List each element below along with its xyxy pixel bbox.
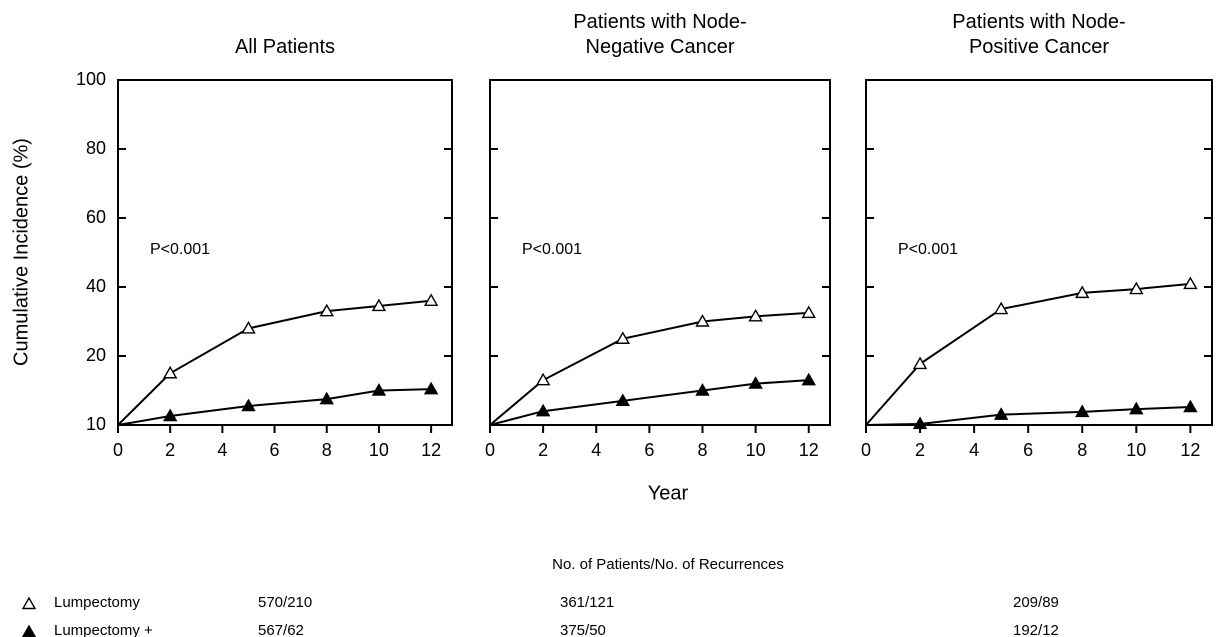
y-tick-label: 40 [86,276,106,296]
table-cell: 192/12 [1013,622,1059,637]
data-point [1075,285,1090,299]
y-tick-label: 20 [86,345,106,365]
y-axis-label: Cumulative Incidence (%) [10,138,32,366]
data-point [535,372,551,386]
y-tick-label: 80 [86,138,106,158]
data-point [1183,276,1198,290]
x-tick-label: 10 [746,440,766,460]
table-title: No. of Patients/No. of Recurrences [552,556,784,573]
annotation: P<0.001 [898,241,958,258]
data-point [993,407,1009,420]
x-tick-label: 12 [1180,440,1200,460]
x-tick-label: 6 [1023,440,1033,460]
x-tick-label: 2 [165,440,175,460]
data-point [695,314,710,327]
x-tick-label: 4 [969,440,979,460]
data-point [615,331,631,344]
table-cell: 375/50 [560,622,606,637]
x-tick-label: 6 [644,440,654,460]
x-tick-label: 2 [915,440,925,460]
x-tick-label: 8 [322,440,332,460]
annotation: P<0.001 [522,241,582,258]
data-point [615,393,631,407]
table-cell: 570/210 [258,594,313,611]
y-tick-label: 10 [86,414,106,434]
table-cell: 567/62 [258,622,304,637]
data-point [319,391,334,405]
table-cell: 209/89 [1013,594,1059,611]
data-point [748,376,763,389]
y-tick-label: 60 [86,207,106,227]
x-tick-label: 0 [113,440,123,460]
x-tick-label: 8 [1077,440,1087,460]
data-point [535,403,551,417]
x-tick-label: 0 [861,440,871,460]
series-line [489,379,809,426]
data-point [241,398,256,412]
data-point [695,383,710,396]
data-point [241,320,256,334]
data-point [423,293,439,306]
series-line [489,311,809,426]
annotation: P<0.001 [150,241,210,258]
x-tick-label: 12 [799,440,819,460]
data-point [319,303,334,317]
data-point [162,408,178,422]
x-tick-label: 12 [421,440,441,460]
legend-label: Lumpectomy + irradiation [54,622,153,637]
x-tick-label: 8 [697,440,707,460]
y-tick-label: 100 [76,69,106,89]
series-line [865,282,1191,426]
x-tick-label: 4 [217,440,227,460]
series-line [117,299,432,426]
table-cell: 361/121 [560,594,615,611]
x-tick-label: 2 [538,440,548,460]
plot-frame [117,79,453,426]
data-point [912,416,928,430]
data-point [371,383,387,396]
data-point [1183,399,1198,413]
x-tick-label: 4 [591,440,601,460]
panel-title: Patients with Node-Negative Cancer [573,11,747,58]
plot-frame [489,79,831,426]
data-point [801,305,816,319]
x-tick-label: 10 [1126,440,1146,460]
data-point [423,381,439,395]
data-point [371,298,387,312]
x-axis-label: Year [648,482,689,504]
data-point [162,365,178,379]
data-point [801,372,816,386]
legend-marker [21,596,37,610]
data-point [1075,404,1090,418]
data-point [912,356,928,370]
series-line [117,388,432,426]
data-point [748,308,763,322]
panel-title: Patients with Node-Positive Cancer [952,11,1126,58]
data-point [993,301,1009,315]
data-point [1129,401,1144,415]
x-tick-label: 0 [485,440,495,460]
x-tick-label: 10 [369,440,389,460]
panel-title: All Patients [234,36,336,58]
legend-label: Lumpectomy [54,594,140,611]
plot-frame [865,79,1213,426]
x-tick-label: 6 [270,440,280,460]
data-point [1129,281,1144,295]
series-line [865,406,1191,426]
legend-marker [21,624,37,637]
